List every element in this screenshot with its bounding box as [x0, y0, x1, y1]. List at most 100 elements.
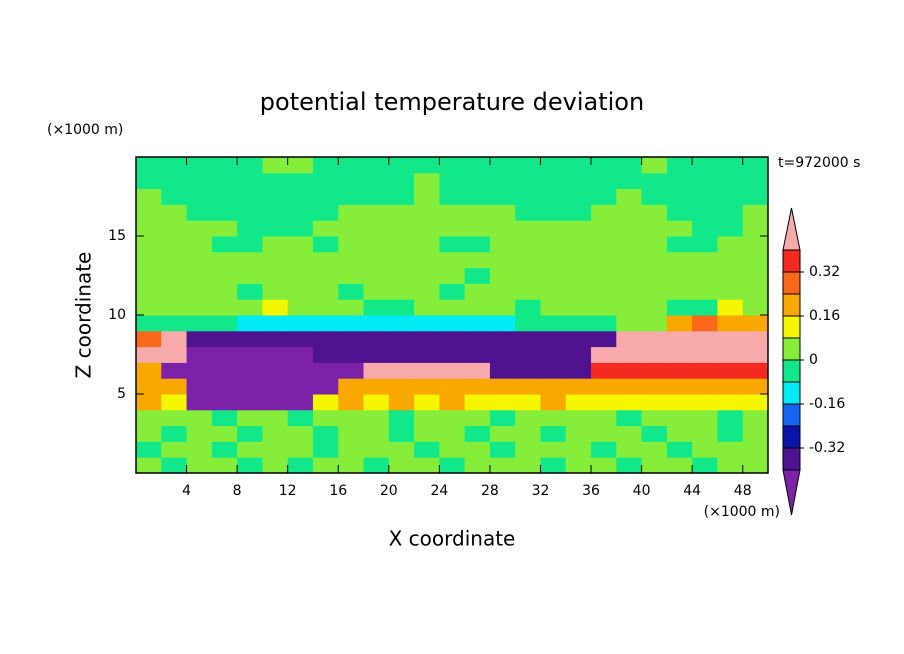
contour-cell: [439, 267, 466, 284]
contour-cell: [388, 188, 415, 205]
contour-cell: [692, 409, 718, 427]
contour-cell: [591, 441, 617, 458]
x-tick-label: 8: [233, 483, 242, 499]
contour-cell: [312, 457, 339, 474]
contour-cell: [136, 409, 162, 427]
contour-cell: [742, 330, 769, 348]
contour-cell: [489, 236, 516, 253]
contour-cell: [414, 251, 440, 269]
contour-cell: [439, 299, 466, 316]
contour-cell: [666, 425, 693, 442]
contour-cell: [717, 315, 744, 332]
contour-cell: [338, 315, 365, 332]
contour-cell: [211, 299, 238, 316]
contour-cell: [161, 299, 188, 316]
contour-cell: [363, 441, 390, 458]
contour-cell: [489, 204, 516, 221]
contour-cell: [439, 330, 466, 348]
contour-cell: [666, 188, 693, 205]
colorbar-box: [782, 403, 801, 427]
contour-cell: [692, 236, 718, 253]
contour-cell: [464, 425, 491, 442]
contour-cell: [464, 441, 491, 458]
contour-cell: [237, 409, 263, 427]
contour-cell: [540, 267, 567, 284]
contour-cell: [540, 441, 567, 458]
contour-cell: [616, 330, 643, 348]
contour-cell: [515, 457, 541, 474]
contour-cell: [161, 172, 188, 190]
contour-cell: [262, 283, 289, 300]
contour-cell: [616, 362, 643, 379]
contour-cell: [414, 220, 440, 237]
contour-cell: [641, 283, 668, 300]
contour-cell: [414, 267, 440, 284]
contour-cell: [161, 346, 188, 363]
contour-cell: [641, 157, 668, 174]
contour-cell: [717, 172, 744, 190]
contour-cell: [692, 330, 718, 348]
contour-cell: [464, 157, 491, 174]
contour-cell: [692, 188, 718, 205]
contour-cell: [287, 409, 314, 427]
contour-cell: [186, 346, 213, 363]
contour-cell: [211, 409, 238, 427]
contour-cell: [439, 378, 466, 395]
contour-cell: [439, 457, 466, 474]
contour-cell: [262, 378, 289, 395]
contour-cell: [136, 204, 162, 221]
contour-cell: [692, 441, 718, 458]
contour-cell: [742, 457, 769, 474]
contour-cell: [591, 157, 617, 174]
contour-cell: [565, 362, 592, 379]
contour-cell: [641, 441, 668, 458]
contour-cell: [565, 251, 592, 269]
contour-cell: [616, 425, 643, 442]
contour-cell: [237, 362, 263, 379]
x-tick-label: 4: [182, 483, 191, 499]
contour-cell: [591, 457, 617, 474]
contour-cell: [211, 394, 238, 411]
contour-cell: [363, 315, 390, 332]
contour-cell: [186, 251, 213, 269]
contour-cell: [414, 204, 440, 221]
contour-cell: [515, 267, 541, 284]
contour-cell: [565, 157, 592, 174]
contour-cell: [489, 330, 516, 348]
contour-cell: [136, 315, 162, 332]
contour-cell: [591, 267, 617, 284]
contour-cell: [464, 299, 491, 316]
contour-cell: [388, 346, 415, 363]
contour-cell: [186, 188, 213, 205]
contour-cell: [489, 267, 516, 284]
contour-cell: [742, 315, 769, 332]
x-tick-label: 36: [582, 483, 600, 499]
contour-cell: [692, 283, 718, 300]
contour-cell: [237, 299, 263, 316]
contour-cell: [338, 220, 365, 237]
contour-cell: [388, 283, 415, 300]
contour-cell: [363, 457, 390, 474]
contour-cell: [136, 457, 162, 474]
contour-cell: [388, 457, 415, 474]
contour-cell: [312, 346, 339, 363]
contour-cell: [515, 441, 541, 458]
contour-cell: [186, 362, 213, 379]
contour-cell: [565, 204, 592, 221]
contour-cell: [287, 362, 314, 379]
contour-cell: [515, 346, 541, 363]
contour-cell: [540, 204, 567, 221]
contour-cell: [237, 172, 263, 190]
contour-cell: [312, 267, 339, 284]
x-tick-label: 44: [683, 483, 701, 499]
contour-cell: [186, 457, 213, 474]
contour-cell: [591, 425, 617, 442]
contour-cell: [363, 188, 390, 205]
contour-cell: [489, 425, 516, 442]
colorbar-extend-low: [782, 469, 801, 516]
contour-cell: [161, 220, 188, 237]
contour-cell: [489, 220, 516, 237]
contour-cell: [287, 378, 314, 395]
contour-cell: [464, 267, 491, 284]
